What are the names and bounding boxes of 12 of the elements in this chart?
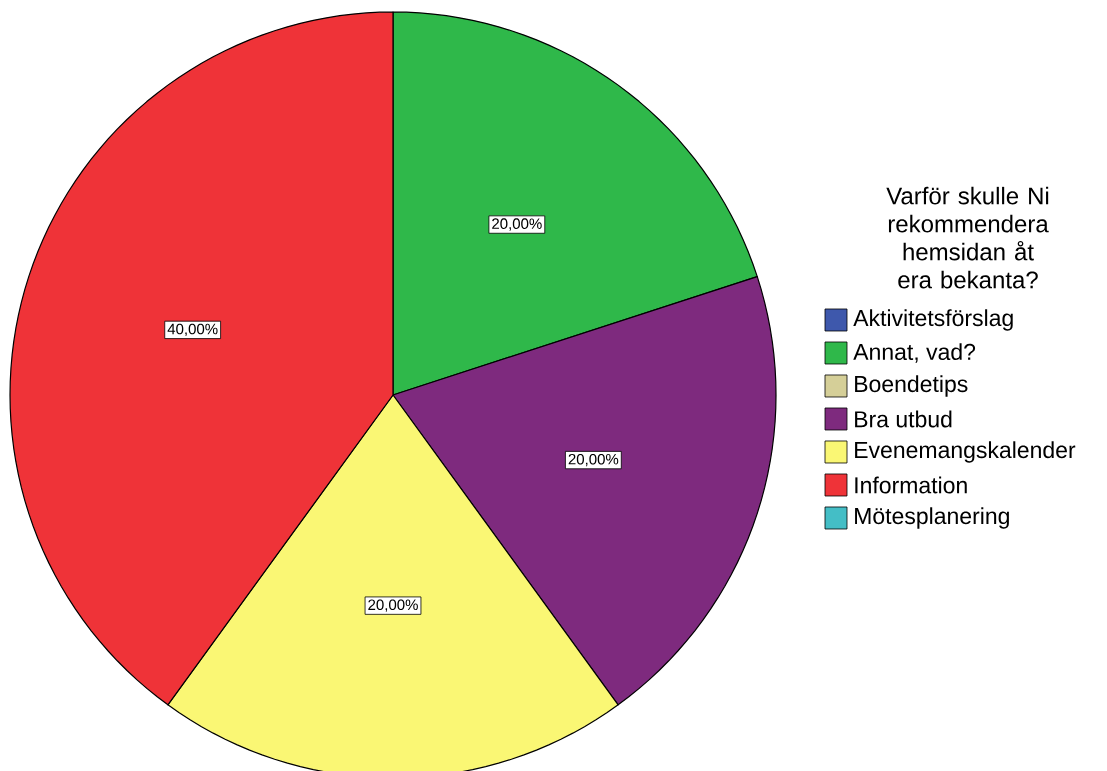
legend-label: Boendetips [855,375,968,397]
legend-label: Aktivitetsförslag [853,309,1013,331]
data-label: 20,00% [368,599,418,612]
data-label: 20,00% [492,218,542,231]
legend-title: Varför skulle Ni rekommendera hemsidan åt era bekanta? [886,186,1049,289]
legend-label: Evenemangskalender [855,441,1076,463]
legend-label: Bra utbud [855,410,952,428]
legend-label: Mötesplanering [855,507,1009,529]
legend-label: Information [855,476,967,494]
data-label: 40,00% [167,323,218,337]
data-label: 20,00% [568,453,619,467]
legend-label: Annat, vad? [853,343,976,363]
